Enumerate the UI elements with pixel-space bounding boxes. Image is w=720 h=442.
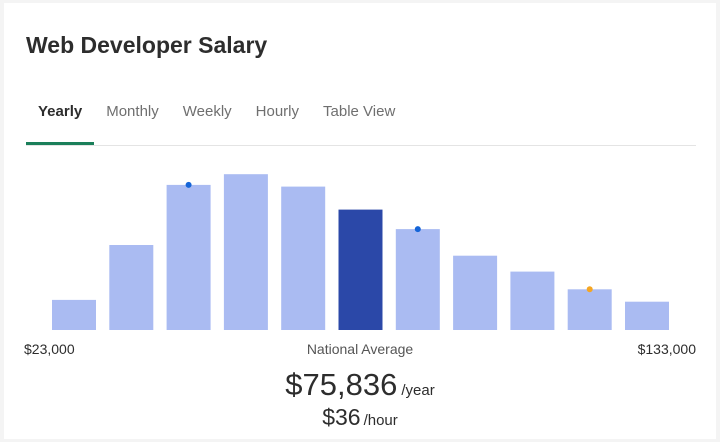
bar-marker-dot-2	[586, 286, 593, 293]
salary-card: Web Developer Salary Yearly Monthly Week…	[4, 3, 716, 439]
tab-hourly[interactable]: Hourly	[255, 103, 300, 120]
tab-monthly[interactable]: Monthly	[106, 103, 159, 120]
bar-7[interactable]	[453, 255, 498, 330]
national-average-label: National Average	[306, 341, 414, 357]
tab-table-view[interactable]: Table View	[323, 103, 396, 120]
bar-6[interactable]	[395, 229, 440, 330]
bar-10[interactable]	[625, 301, 669, 330]
bar-1[interactable]	[109, 245, 154, 330]
salary-distribution-chart	[52, 174, 669, 330]
average-hourly-unit: /hour	[363, 412, 398, 429]
tab-yearly[interactable]: Yearly	[26, 91, 95, 145]
bar-0[interactable]	[52, 299, 96, 330]
bar-marker-dot-0	[185, 181, 192, 188]
average-yearly-amount: $75,836	[285, 367, 398, 402]
average-hourly-amount: $36	[322, 404, 361, 430]
range-min-label: $23,000	[24, 341, 75, 357]
tab-weekly[interactable]: Weekly	[182, 103, 232, 120]
average-yearly: $75,836/year	[4, 367, 716, 403]
bar-marker-dot-1	[414, 226, 421, 233]
page-title: Web Developer Salary	[26, 32, 268, 58]
bar-8[interactable]	[510, 271, 555, 330]
average-hourly: $36/hour	[4, 404, 716, 431]
range-max-label: $133,000	[637, 341, 696, 357]
period-tabs: Yearly Monthly Weekly Hourly Table View	[26, 91, 696, 146]
bar-3[interactable]	[223, 174, 268, 330]
bar-4[interactable]	[281, 186, 326, 330]
bar-national-average[interactable]	[338, 209, 383, 330]
bar-2[interactable]	[166, 184, 211, 330]
average-yearly-unit: /year	[401, 382, 435, 399]
bar-9[interactable]	[567, 289, 612, 330]
